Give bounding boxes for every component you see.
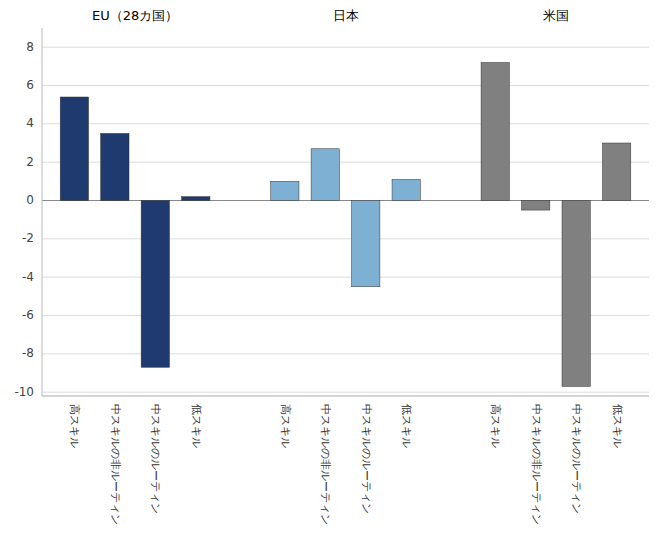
x-tick-label: 中スキルの非ルーティン: [109, 404, 122, 525]
x-axis-line: [42, 396, 649, 397]
y-tick-label: 4: [26, 116, 34, 130]
x-tick-label: 中スキルのルーティン: [360, 404, 373, 514]
grid-line: [42, 123, 649, 124]
bar: [141, 201, 169, 368]
x-tick-label: 中スキルの非ルーティン: [530, 404, 543, 525]
y-tick-label: 8: [26, 40, 34, 54]
y-tick-label: -4: [22, 270, 34, 284]
grid-line: [42, 353, 649, 354]
group-label: 米国: [543, 8, 569, 23]
grid-line: [42, 315, 649, 316]
x-tick-label: 高スキル: [279, 404, 292, 448]
bar: [60, 97, 88, 201]
grid-line: [42, 162, 649, 163]
x-tick-label: 低スキル: [400, 404, 413, 448]
x-tick-label: 中スキルのルーティン: [149, 404, 162, 514]
x-tick-label: 高スキル: [68, 404, 81, 448]
bar: [271, 181, 299, 200]
grid-line: [42, 392, 649, 393]
grid-line: [42, 277, 649, 278]
y-tick-label: 6: [26, 78, 34, 92]
x-tick-label: 中スキルの非ルーティン: [319, 404, 332, 525]
bars: [60, 63, 631, 387]
bar: [352, 201, 380, 287]
bar: [392, 179, 420, 200]
bar: [562, 201, 590, 387]
grid-line: [42, 200, 649, 201]
bar: [481, 63, 509, 201]
bar: [602, 143, 630, 201]
y-tick-label: -10: [14, 385, 34, 399]
y-axis-line: [42, 28, 43, 396]
bar: [311, 149, 339, 201]
bar: [182, 197, 210, 201]
y-tick-label: -2: [22, 231, 34, 245]
y-tick-label: 2: [26, 155, 34, 169]
grid-line: [42, 85, 649, 86]
bar: [101, 133, 129, 200]
x-tick-label: 低スキル: [611, 404, 624, 448]
chart-container: -10 -8 -6 -4 -2 0 2 4 6 8 高スキル 中スキルの非ルーティン 中スキルのルーティ…: [0, 0, 659, 536]
bar: [522, 201, 550, 211]
x-tick-label: 高スキル: [489, 404, 502, 448]
y-tick-label: -8: [22, 346, 34, 360]
grid-line: [42, 238, 649, 239]
x-tick-label: 中スキルのルーティン: [570, 404, 583, 514]
chart-svg: -10 -8 -6 -4 -2 0 2 4 6 8 高スキル 中スキルの非ルーティン 中スキルのルーティ…: [0, 0, 659, 536]
x-tick-label: 低スキル: [190, 404, 203, 448]
group-label: EU（28カ国）: [92, 8, 178, 23]
y-tick-label: 0: [26, 193, 34, 207]
y-tick-label: -6: [22, 308, 34, 322]
group-label: 日本: [333, 8, 359, 23]
grid: [42, 47, 649, 392]
grid-line: [42, 47, 649, 48]
